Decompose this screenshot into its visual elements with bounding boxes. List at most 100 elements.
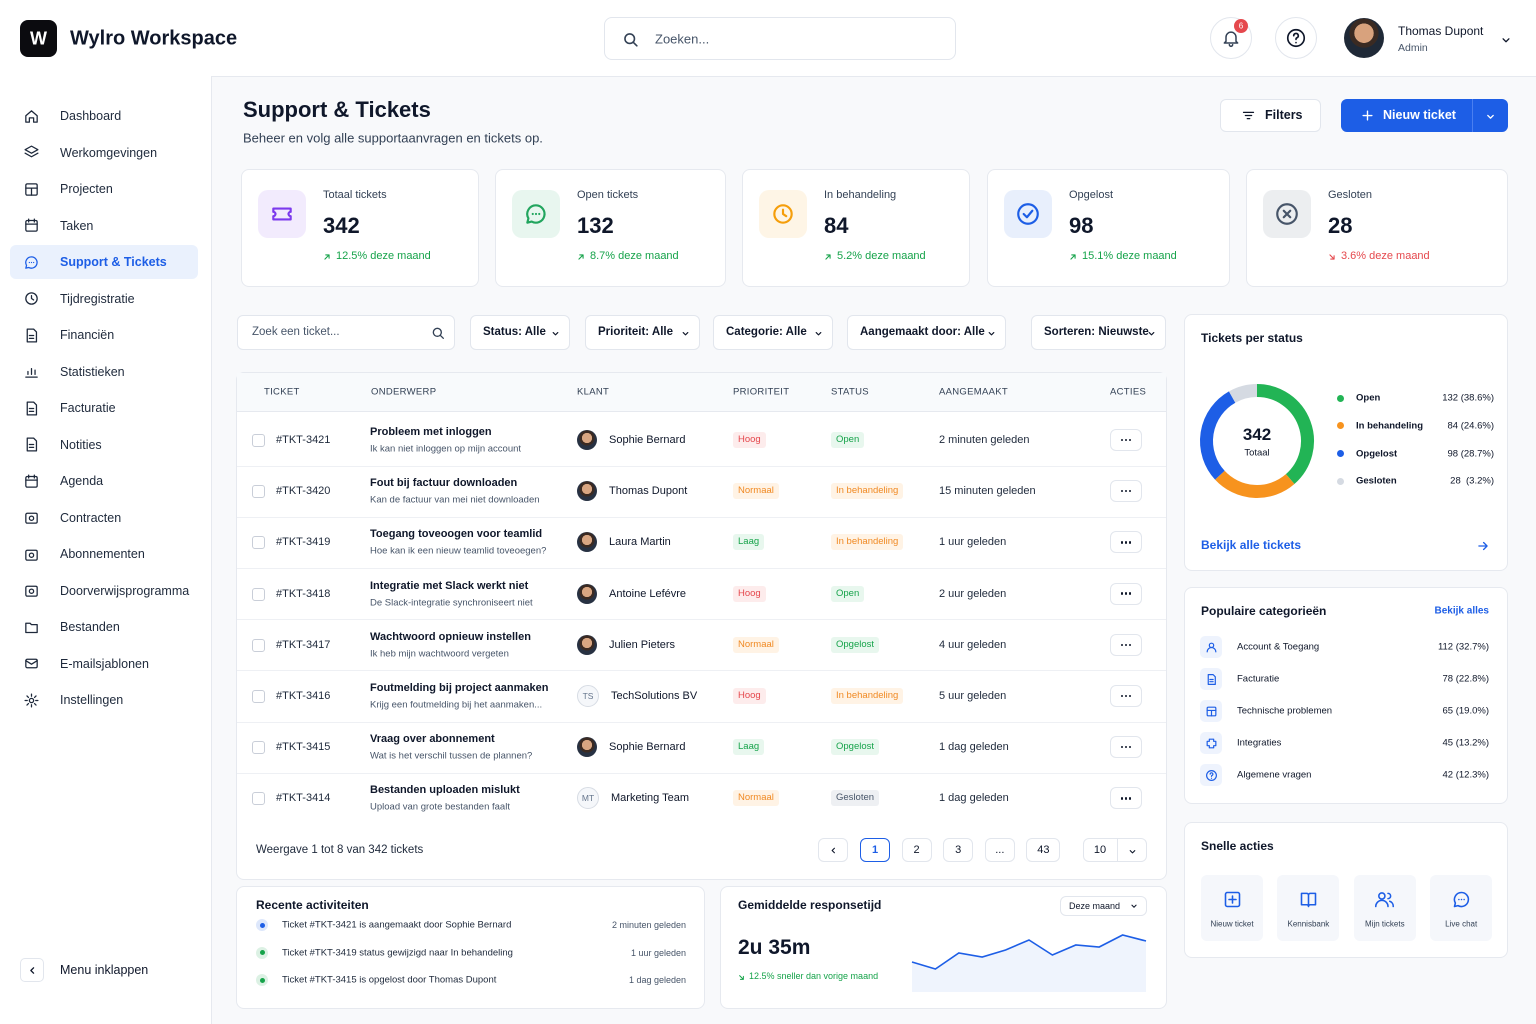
nav-item[interactable]: Agenda bbox=[60, 474, 104, 488]
stat-trend bbox=[825, 254, 831, 260]
ticket-created: 1 dag geleden bbox=[939, 792, 1009, 805]
filter-dropdown[interactable] bbox=[713, 315, 833, 350]
page-button[interactable] bbox=[1026, 838, 1061, 862]
nav-item[interactable]: Doorverwijsprogramma bbox=[60, 583, 190, 598]
user-menu-chevron[interactable] bbox=[1499, 33, 1513, 47]
ticket-search[interactable] bbox=[237, 315, 455, 350]
row-checkbox[interactable] bbox=[252, 638, 265, 652]
nav-item[interactable]: Instellingen bbox=[60, 693, 124, 707]
nav-item[interactable]: Taken bbox=[60, 218, 94, 233]
quick-action[interactable] bbox=[1353, 875, 1416, 941]
category-value: 78 (22.8%) bbox=[1442, 673, 1489, 685]
new-ticket-chevron[interactable] bbox=[1484, 110, 1497, 123]
page-number[interactable]: 2 bbox=[913, 844, 920, 856]
ticket-subject[interactable]: Wachtwoord opnieuw instellen bbox=[370, 630, 531, 643]
nav-item[interactable]: Dashboard bbox=[60, 109, 122, 123]
page-number[interactable]: ... bbox=[995, 844, 1005, 856]
icon-shape bbox=[30, 295, 34, 301]
search-box[interactable] bbox=[604, 17, 956, 60]
page-button[interactable] bbox=[860, 838, 890, 862]
page-button[interactable] bbox=[943, 838, 974, 862]
user-role: Admin bbox=[1398, 42, 1428, 54]
filter-dropdown[interactable] bbox=[1031, 315, 1166, 350]
quick-action-label[interactable]: Mijn tickets bbox=[1365, 919, 1405, 929]
icon-shape bbox=[26, 400, 37, 416]
status-link-arrow[interactable] bbox=[1476, 539, 1490, 553]
row-divider bbox=[237, 772, 1166, 774]
response-value: 2u 35m bbox=[738, 936, 811, 959]
ticket-subject[interactable]: Bestanden uploaden mislukt bbox=[370, 784, 520, 797]
nav-item[interactable]: Financiën bbox=[60, 328, 115, 342]
row-checkbox[interactable] bbox=[252, 690, 265, 703]
nav-item[interactable]: Support & Tickets bbox=[60, 255, 167, 269]
page-prev[interactable] bbox=[818, 838, 848, 862]
priority-badge: Normaal bbox=[733, 790, 779, 807]
quick-action-label[interactable]: Live chat bbox=[1445, 919, 1478, 929]
quick-action[interactable] bbox=[1430, 875, 1493, 941]
row-checkbox[interactable] bbox=[252, 741, 265, 755]
filters-button[interactable] bbox=[1220, 99, 1321, 132]
stat-label: In behandeling bbox=[824, 189, 897, 201]
row-checkbox[interactable] bbox=[252, 434, 265, 447]
nav-item[interactable]: E-mailsjablonen bbox=[60, 656, 149, 671]
nav-item[interactable]: Abonnementen bbox=[60, 547, 145, 561]
quick-action-label[interactable]: Kennisbank bbox=[1287, 919, 1330, 929]
quick-action-icon bbox=[1375, 891, 1395, 907]
row-checkbox[interactable] bbox=[252, 536, 265, 550]
ticket-subject[interactable]: Fout bij factuur downloaden bbox=[370, 477, 518, 490]
ticket-subject[interactable]: Integratie met Slack werkt niet bbox=[370, 579, 529, 592]
icon-shape bbox=[1453, 891, 1469, 907]
nav-icon bbox=[24, 622, 38, 633]
quick-action[interactable] bbox=[1277, 875, 1340, 941]
filter-chevron bbox=[1148, 331, 1154, 335]
ticket-description: Krijg een foutmelding bij het aanmaken..… bbox=[370, 699, 543, 711]
categories-link[interactable]: Bekijk alles bbox=[1434, 605, 1489, 617]
quick-action-label[interactable]: Nieuw ticket bbox=[1210, 919, 1254, 929]
filter-dropdown[interactable] bbox=[585, 315, 700, 350]
nav-item[interactable]: Tijdregistratie bbox=[60, 291, 135, 306]
filter-dropdown[interactable] bbox=[847, 315, 1006, 350]
page-button[interactable] bbox=[984, 838, 1015, 862]
nav-item[interactable]: Contracten bbox=[60, 510, 122, 525]
page-number[interactable]: 1 bbox=[871, 844, 879, 856]
nav-item[interactable]: Facturatie bbox=[60, 401, 116, 415]
nav-item[interactable]: Statistieken bbox=[60, 364, 125, 379]
ticket-created: 2 uur geleden bbox=[939, 587, 1007, 600]
ticket-id: #TKT-3419 bbox=[276, 536, 331, 549]
row-checkbox[interactable] bbox=[252, 587, 265, 601]
activity-title: Recente activiteiten bbox=[256, 898, 369, 912]
ticket-subject[interactable]: Toegang toveoogen voor teamlid bbox=[370, 528, 543, 541]
page-number[interactable]: 43 bbox=[1037, 844, 1050, 856]
nav-item[interactable]: Werkomgevingen bbox=[60, 145, 158, 160]
row-checkbox[interactable] bbox=[252, 792, 265, 806]
collapse-label[interactable]: Menu inklappen bbox=[60, 963, 149, 977]
icon-shape bbox=[24, 660, 38, 665]
ticket-subject[interactable]: Probleem met inloggen bbox=[370, 426, 492, 438]
quick-action-icon bbox=[1224, 891, 1240, 907]
page-button[interactable] bbox=[901, 838, 932, 862]
action-dot bbox=[1124, 643, 1128, 647]
client-avatar bbox=[577, 787, 599, 810]
status-link[interactable]: Bekijk alle tickets bbox=[1201, 538, 1302, 552]
ticket-subject[interactable]: Vraag over abonnement bbox=[370, 733, 495, 746]
nav-item[interactable]: Notities bbox=[60, 437, 102, 452]
period-dropdown[interactable] bbox=[1060, 896, 1147, 916]
ticket-subject[interactable]: Foutmelding bij project aanmaken bbox=[370, 682, 549, 694]
row-checkbox[interactable] bbox=[252, 485, 265, 499]
client-initials: MT bbox=[581, 793, 595, 804]
quick-action-icon bbox=[1453, 891, 1469, 907]
page-number[interactable]: 3 bbox=[955, 844, 962, 856]
page-size[interactable] bbox=[1083, 838, 1147, 862]
icon-shape bbox=[24, 475, 38, 488]
client-name: Thomas Dupont bbox=[609, 485, 688, 498]
nav-icon bbox=[24, 109, 38, 123]
action-dot bbox=[1120, 745, 1124, 749]
ticket-id: #TKT-3418 bbox=[276, 587, 331, 600]
nav-item[interactable]: Bestanden bbox=[60, 620, 120, 634]
response-change: 12.5% sneller dan vorige maand bbox=[749, 971, 879, 981]
quick-action[interactable] bbox=[1201, 875, 1263, 941]
nav-item[interactable]: Projecten bbox=[60, 182, 113, 196]
column-header: TICKET bbox=[264, 386, 300, 398]
ticket-description: Upload van grote bestanden faalt bbox=[370, 801, 510, 813]
collapse-button[interactable] bbox=[20, 958, 44, 982]
